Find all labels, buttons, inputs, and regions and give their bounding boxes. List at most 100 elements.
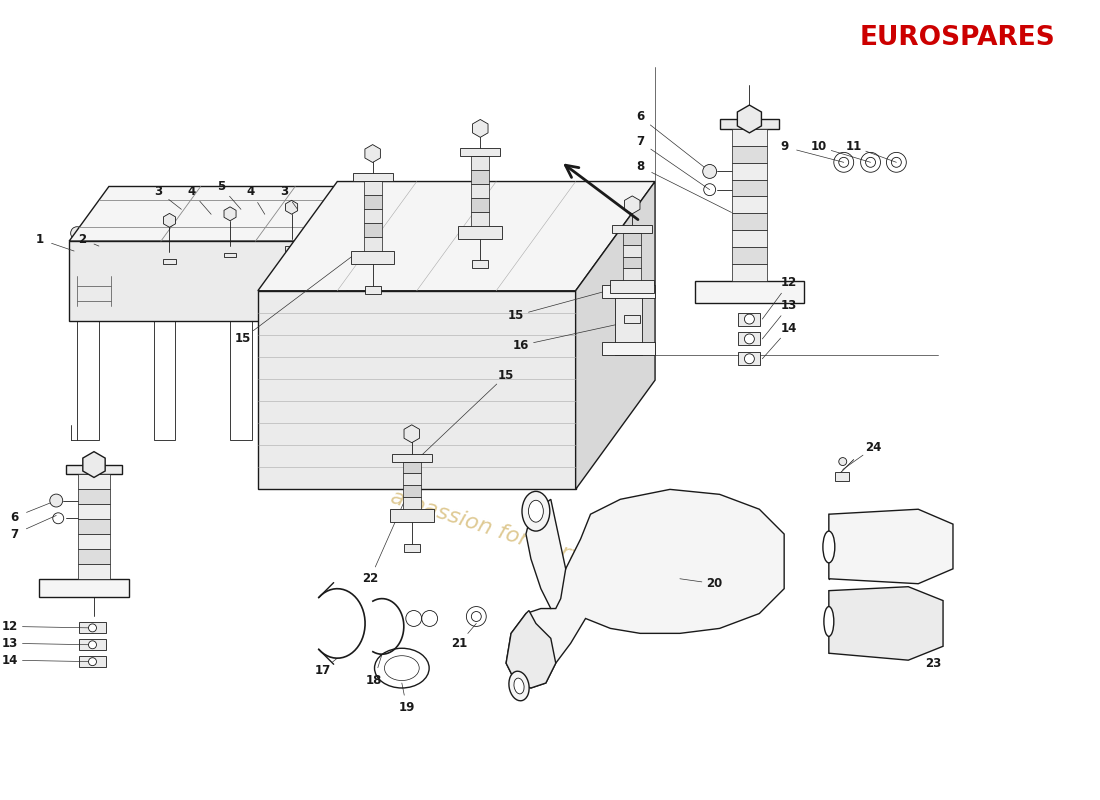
- Text: 14: 14: [781, 322, 798, 335]
- Polygon shape: [392, 454, 431, 462]
- Polygon shape: [471, 212, 490, 226]
- Text: 16: 16: [513, 339, 529, 352]
- Polygon shape: [285, 246, 298, 251]
- Text: 13: 13: [1, 637, 18, 650]
- Polygon shape: [471, 198, 490, 212]
- Circle shape: [88, 641, 97, 649]
- Polygon shape: [79, 622, 106, 634]
- Polygon shape: [69, 186, 387, 241]
- Polygon shape: [624, 269, 641, 280]
- Text: 18: 18: [366, 674, 382, 686]
- Text: 21: 21: [451, 637, 468, 650]
- Polygon shape: [82, 452, 106, 478]
- Polygon shape: [625, 196, 640, 214]
- Text: 7: 7: [11, 527, 19, 541]
- Polygon shape: [732, 214, 768, 230]
- Text: 15: 15: [234, 332, 251, 345]
- Circle shape: [745, 334, 755, 344]
- Polygon shape: [506, 490, 784, 688]
- Ellipse shape: [509, 671, 529, 701]
- Polygon shape: [40, 578, 129, 597]
- Text: 3: 3: [280, 185, 288, 198]
- Polygon shape: [603, 286, 656, 298]
- Polygon shape: [353, 174, 393, 182]
- Polygon shape: [257, 290, 575, 490]
- Text: 4: 4: [246, 185, 255, 198]
- Polygon shape: [78, 474, 110, 490]
- Polygon shape: [78, 519, 110, 534]
- Text: 9: 9: [780, 140, 789, 154]
- Polygon shape: [732, 179, 768, 197]
- Polygon shape: [624, 257, 641, 269]
- Text: 10: 10: [811, 140, 827, 154]
- Polygon shape: [404, 425, 419, 442]
- Polygon shape: [403, 474, 420, 486]
- Polygon shape: [78, 490, 110, 504]
- Polygon shape: [79, 639, 106, 650]
- Text: 17: 17: [315, 664, 330, 677]
- Text: 14: 14: [1, 654, 18, 666]
- Text: 15: 15: [498, 369, 515, 382]
- Polygon shape: [257, 182, 656, 290]
- Polygon shape: [610, 280, 654, 294]
- Ellipse shape: [528, 500, 543, 522]
- Polygon shape: [164, 214, 176, 227]
- Polygon shape: [471, 156, 490, 170]
- Polygon shape: [732, 197, 768, 214]
- Text: 15: 15: [508, 309, 525, 322]
- Polygon shape: [471, 184, 490, 198]
- Circle shape: [88, 658, 97, 666]
- Polygon shape: [364, 223, 382, 237]
- Text: 11: 11: [846, 140, 861, 154]
- Text: 12: 12: [1, 620, 18, 633]
- Polygon shape: [69, 241, 348, 321]
- Polygon shape: [365, 286, 381, 294]
- Polygon shape: [403, 462, 420, 474]
- Ellipse shape: [514, 678, 524, 694]
- Polygon shape: [732, 264, 768, 281]
- Text: a passion for parts since 1985: a passion for parts since 1985: [387, 487, 714, 610]
- Polygon shape: [78, 549, 110, 564]
- Polygon shape: [738, 333, 760, 346]
- Polygon shape: [732, 146, 768, 162]
- Polygon shape: [286, 200, 298, 214]
- Polygon shape: [403, 486, 420, 498]
- Polygon shape: [615, 286, 642, 355]
- Text: 19: 19: [398, 702, 415, 714]
- Polygon shape: [461, 148, 500, 156]
- Circle shape: [223, 243, 236, 258]
- Polygon shape: [738, 313, 760, 326]
- Polygon shape: [364, 182, 382, 195]
- Polygon shape: [471, 170, 490, 184]
- Circle shape: [745, 354, 755, 364]
- Polygon shape: [364, 195, 382, 209]
- Circle shape: [285, 237, 298, 251]
- Polygon shape: [223, 253, 236, 258]
- Polygon shape: [732, 230, 768, 247]
- Polygon shape: [403, 498, 420, 510]
- Polygon shape: [78, 564, 110, 578]
- Circle shape: [163, 250, 176, 264]
- Circle shape: [50, 494, 63, 507]
- Polygon shape: [835, 471, 849, 482]
- Text: 2: 2: [78, 233, 86, 246]
- Polygon shape: [459, 226, 502, 238]
- Polygon shape: [389, 510, 433, 522]
- Polygon shape: [695, 281, 804, 302]
- Polygon shape: [66, 465, 122, 474]
- Polygon shape: [737, 105, 761, 133]
- Polygon shape: [575, 182, 656, 490]
- Polygon shape: [473, 119, 488, 138]
- Text: 5: 5: [217, 180, 226, 193]
- Text: 7: 7: [636, 135, 645, 148]
- Polygon shape: [364, 209, 382, 223]
- Circle shape: [839, 458, 847, 466]
- Polygon shape: [78, 504, 110, 519]
- Polygon shape: [78, 534, 110, 549]
- Polygon shape: [163, 259, 176, 264]
- Circle shape: [703, 165, 716, 178]
- Ellipse shape: [522, 491, 550, 531]
- Polygon shape: [625, 315, 640, 323]
- Text: 13: 13: [781, 299, 798, 312]
- Polygon shape: [526, 499, 565, 609]
